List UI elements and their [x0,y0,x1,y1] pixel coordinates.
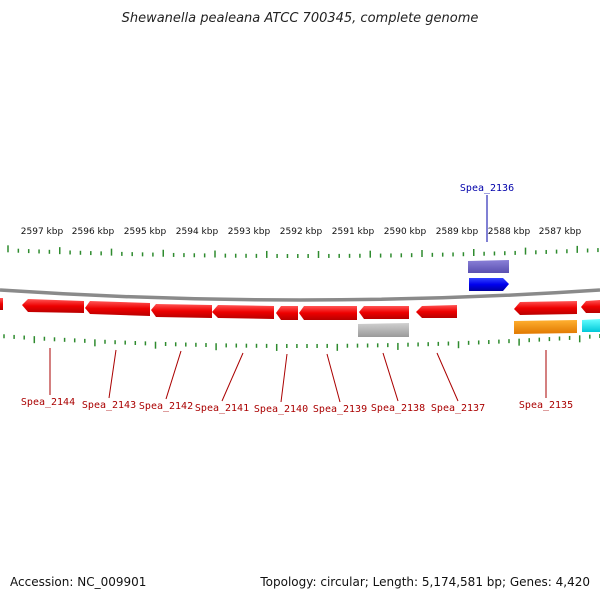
gene-arrow-partial-left[interactable] [0,298,3,310]
outer-tick-marks [7,245,599,258]
kbp-label: 2587 kbp [539,227,582,237]
kbp-label: 2596 kbp [72,227,115,237]
gene-leader-line [382,352,399,402]
gene-arrow-spea-2139[interactable] [299,306,357,320]
genome-backbone [0,288,600,302]
gene-label[interactable]: Spea_2141 [195,403,249,414]
gene-arrow-spea-2143[interactable] [85,301,150,316]
gene-arrow-spea-2136[interactable] [469,278,509,291]
gene-label[interactable]: Spea_2143 [82,400,136,411]
gene-label[interactable]: Spea_2139 [313,404,367,415]
gene-label[interactable]: Spea_2142 [139,401,193,412]
gene-leader-line [280,353,288,403]
gene-arrow-spea-2135[interactable] [514,301,577,315]
feature-block-gray [358,323,409,337]
inner-tick-marks [3,334,600,351]
gene-label[interactable]: Spea_2144 [21,397,75,408]
feature-track-block-purple [468,260,509,273]
genome-summary-text: Topology: circular; Length: 5,174,581 bp… [259,575,590,589]
gene-arrow-spea-2138[interactable] [359,306,409,319]
gene-label[interactable]: Spea_2138 [371,403,425,414]
kbp-label: 2593 kbp [228,227,271,237]
gene-arrow-spea-2137[interactable] [416,305,457,318]
gene-label[interactable]: Spea_2135 [519,400,573,411]
kbp-label: 2588 kbp [488,227,531,237]
gene-arrow-spea-2142[interactable] [151,304,212,318]
reverse-features [0,298,600,320]
kbp-label: 2590 kbp [384,227,427,237]
kbp-label: 2594 kbp [176,227,219,237]
accession-text: Accession: NC_009901 [10,575,146,589]
gene-arrow-spea-2141[interactable] [212,305,274,319]
map-title: Shewanella pealeana ATCC 700345, complet… [122,11,479,26]
kbp-label: 2595 kbp [124,227,167,237]
secondary-features [358,319,600,337]
gene-labels: Spea_2144 Spea_2143 Spea_2142 Spea_2141 Spea… [21,183,573,415]
gene-leader-line [221,352,244,402]
kbp-label: 2589 kbp [436,227,479,237]
gene-label[interactable]: Spea_2137 [431,403,485,414]
feature-block-cyan [582,319,600,332]
gene-leader-line [165,350,182,400]
gene-label[interactable]: Spea_2140 [254,404,308,415]
kbp-label: 2597 kbp [21,227,64,237]
gene-leader-line [326,353,341,403]
gene-leader-line [108,349,117,399]
gene-arrow-partial-right[interactable] [581,300,600,313]
kbp-label: 2591 kbp [332,227,375,237]
gene-leader-line [436,352,459,402]
gene-arrow-spea-2144[interactable] [22,299,84,313]
kbp-scale: 2597 kbp 2596 kbp 2595 kbp 2594 kbp 2593 kbp… [21,227,582,237]
forward-features [468,260,509,291]
kbp-label: 2592 kbp [280,227,323,237]
feature-block-orange [514,320,577,334]
gene-arrow-spea-2140[interactable] [276,306,298,320]
gene-label[interactable]: Spea_2136 [460,183,514,194]
